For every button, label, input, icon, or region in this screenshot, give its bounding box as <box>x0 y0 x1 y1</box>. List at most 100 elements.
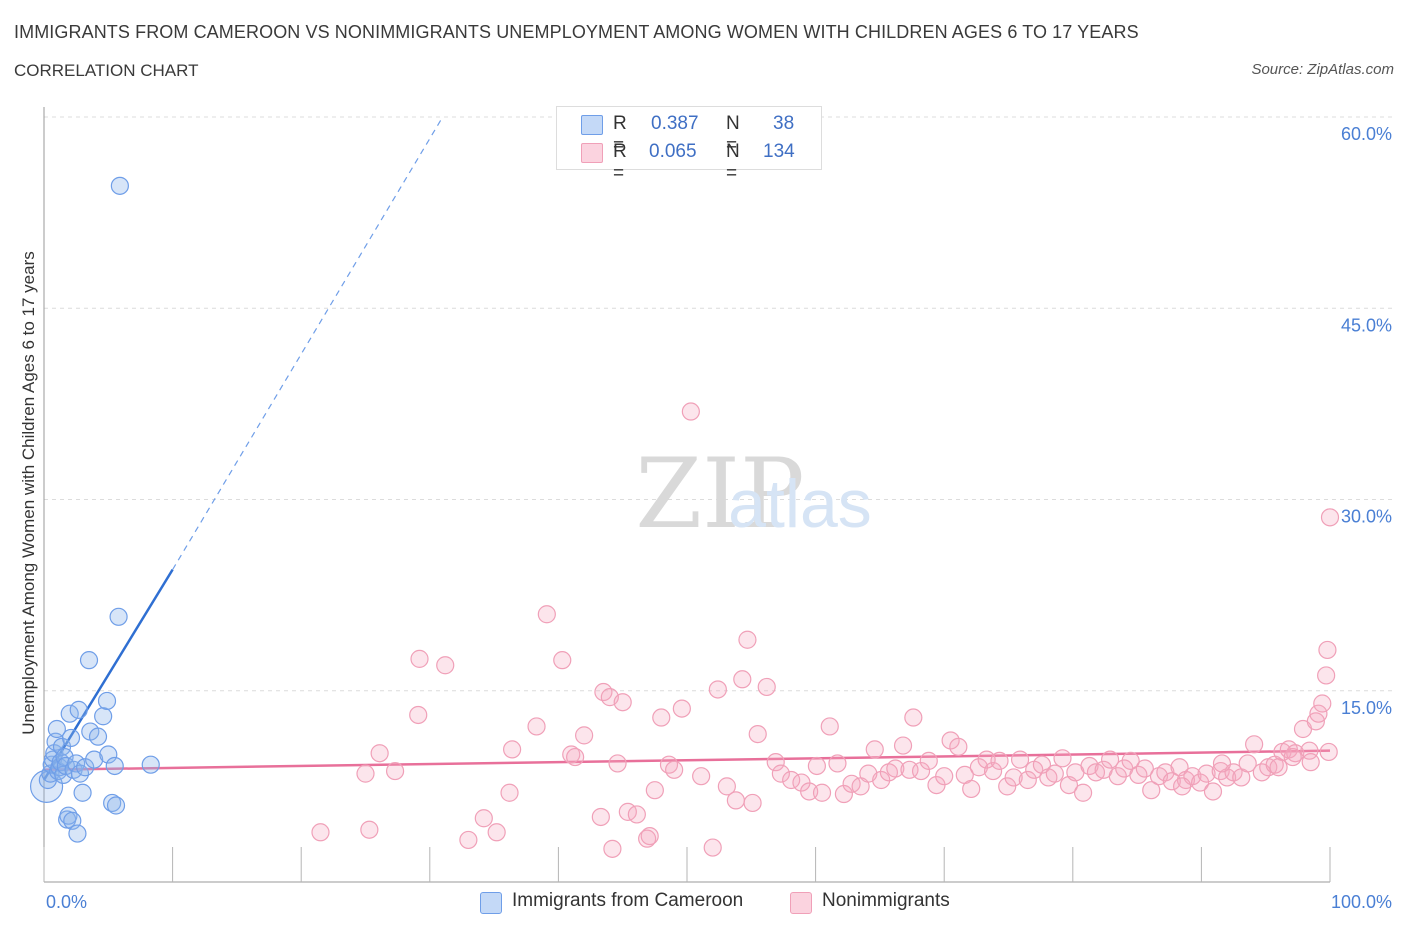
data-point-nonimmigrant <box>645 781 664 800</box>
data-point-nonimmigrant <box>990 751 1009 770</box>
data-point-cameroon <box>141 755 160 774</box>
data-point-nonimmigrant <box>1301 753 1320 772</box>
data-point-nonimmigrant <box>708 680 727 699</box>
bottom-legend-label: Immigrants from Cameroon <box>512 890 744 911</box>
data-point-nonimmigrant <box>733 670 752 689</box>
data-point-cameroon <box>106 796 126 815</box>
legend-r-label: R = <box>613 113 627 156</box>
data-point-nonimmigrant <box>1191 773 1210 792</box>
data-point-nonimmigrant <box>613 693 632 712</box>
legend-n-label: N = <box>726 113 740 156</box>
data-point-nonimmigrant <box>1156 763 1175 782</box>
data-point-nonimmigrant <box>1142 781 1161 800</box>
data-point-cameroon <box>79 651 99 670</box>
data-point-nonimmigrant <box>1317 666 1336 685</box>
data-point-nonimmigrant <box>659 755 679 774</box>
data-point-nonimmigrant <box>1245 735 1264 754</box>
data-point-nonimmigrant <box>553 651 572 670</box>
data-point-nonimmigrant <box>566 747 585 767</box>
data-point-nonimmigrant <box>692 767 711 786</box>
data-point-nonimmigrant <box>1300 741 1319 760</box>
tick-labels: 15.0% 30.0% 45.0% 60.0% 0.0% 100.0% <box>46 124 1392 912</box>
data-point-cameroon <box>67 754 86 773</box>
data-point-cameroon <box>99 745 118 764</box>
data-point-nonimmigrant <box>977 750 996 769</box>
trend-line-cameroon-extension <box>172 116 444 570</box>
data-point-nonimmigrant <box>771 764 790 783</box>
data-point-nonimmigrant <box>360 820 379 839</box>
data-point-nonimmigrant <box>410 649 429 668</box>
data-point-nonimmigrant <box>627 805 646 824</box>
data-point-cameroon <box>85 750 104 769</box>
data-point-nonimmigrant <box>640 826 659 846</box>
data-point-nonimmigrant <box>638 829 657 848</box>
data-point-nonimmigrant <box>834 784 853 804</box>
data-point-cameroon <box>109 607 128 626</box>
source-note: Source: ZipAtlas.com <box>1251 61 1394 78</box>
watermark-atlas: atlas <box>728 466 872 542</box>
legend-swatch-cameroon <box>581 115 603 135</box>
axes <box>43 107 1331 883</box>
data-point-cameroon <box>69 700 88 719</box>
y-axis-label: Unemployment Among Women with Children A… <box>19 251 38 735</box>
y-tick-label: 30.0% <box>1341 507 1392 527</box>
data-point-nonimmigrant <box>935 767 954 786</box>
data-point-nonimmigrant <box>962 779 981 799</box>
legend-r-label: R = <box>613 141 627 184</box>
bottom-legend-label: Nonimmigrants <box>822 890 950 911</box>
data-point-nonimmigrant <box>1135 759 1154 778</box>
data-point-nonimmigrant <box>608 754 627 773</box>
data-point-nonimmigrant <box>1319 742 1338 762</box>
data-point-nonimmigrant <box>652 708 671 727</box>
data-point-nonimmigrant <box>370 744 389 763</box>
y-tick-label: 60.0% <box>1341 124 1392 144</box>
cameroon-points <box>29 176 160 843</box>
data-point-nonimmigrant <box>748 724 767 744</box>
data-point-nonimmigrant <box>726 791 745 810</box>
data-point-nonimmigrant <box>436 656 455 675</box>
data-point-nonimmigrant <box>738 630 757 649</box>
bottom-legend-swatch-nonimmigrants <box>790 892 812 914</box>
x-tick-label: 100.0% <box>1331 892 1392 912</box>
chart-subtitle: CORRELATION CHART <box>14 61 199 80</box>
bottom-legend-swatch-cameroon <box>480 892 502 914</box>
data-point-nonimmigrant <box>766 753 785 772</box>
data-point-nonimmigrant <box>1320 508 1340 527</box>
data-point-cameroon <box>94 707 113 726</box>
data-point-nonimmigrant <box>900 760 919 779</box>
data-point-nonimmigrant <box>527 717 546 736</box>
data-point-nonimmigrant <box>1053 749 1072 768</box>
data-point-cameroon <box>88 727 108 746</box>
watermark-zip: ZIP <box>635 438 804 550</box>
data-point-nonimmigrant <box>812 783 832 802</box>
data-point-nonimmigrant <box>665 760 684 779</box>
data-point-nonimmigrant <box>1045 764 1064 783</box>
data-point-nonimmigrant <box>904 708 923 727</box>
data-point-nonimmigrant <box>603 839 622 858</box>
data-point-nonimmigrant <box>537 605 556 624</box>
data-point-nonimmigrant <box>672 699 691 718</box>
y-tick-label: 15.0% <box>1341 698 1392 718</box>
data-point-nonimmigrant <box>865 740 884 759</box>
data-point-cameroon <box>68 824 87 843</box>
data-point-nonimmigrant <box>828 754 847 773</box>
data-point-nonimmigrant <box>575 726 594 745</box>
data-point-nonimmigrant <box>983 761 1003 781</box>
data-point-nonimmigrant <box>311 823 330 842</box>
data-point-nonimmigrant <box>1010 750 1030 769</box>
legend-n-label: N = <box>726 141 740 184</box>
legend-r-value: 0.387 <box>651 113 699 134</box>
data-point-nonimmigrant <box>1173 777 1192 796</box>
legend-n-value: 38 <box>773 113 795 134</box>
data-point-nonimmigrant <box>949 737 968 756</box>
data-point-nonimmigrant <box>800 782 819 801</box>
data-point-nonimmigrant <box>409 705 428 725</box>
data-point-nonimmigrant <box>820 717 839 736</box>
data-point-nonimmigrant <box>1203 782 1223 801</box>
data-point-nonimmigrant <box>1283 747 1302 767</box>
data-point-cameroon <box>73 783 92 802</box>
data-point-nonimmigrant <box>1100 750 1120 769</box>
data-point-nonimmigrant <box>1197 764 1216 783</box>
data-point-nonimmigrant <box>757 677 776 697</box>
